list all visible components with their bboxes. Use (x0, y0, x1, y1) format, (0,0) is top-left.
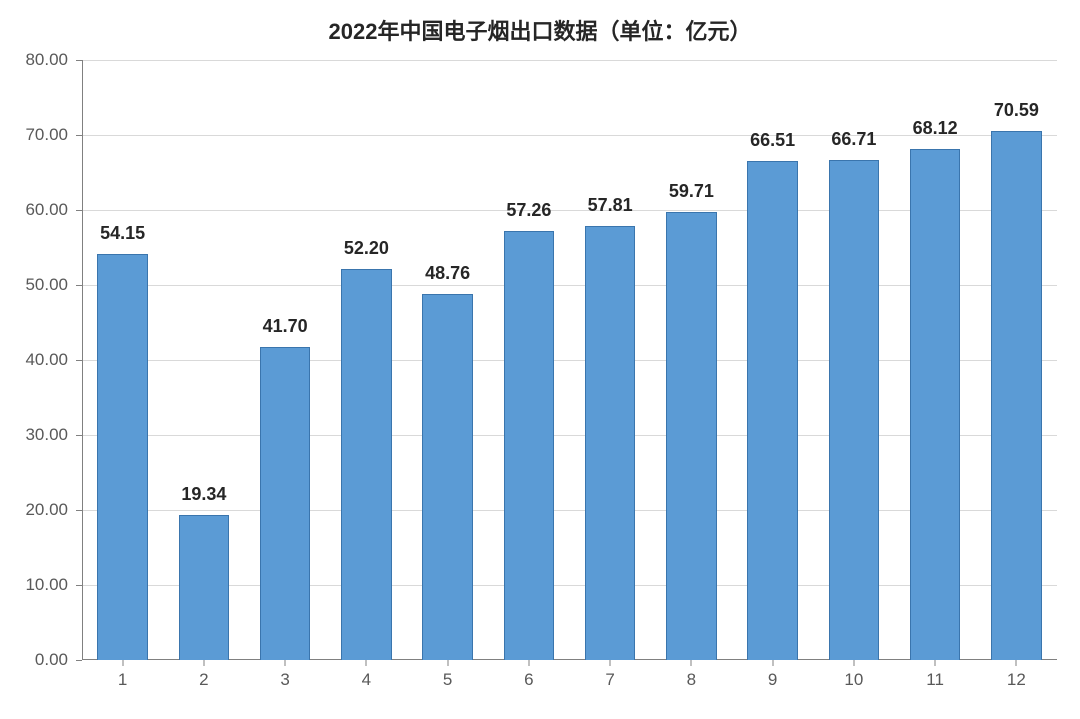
y-tick-label: 10.00 (25, 575, 68, 595)
bar-slot: 68.1211 (895, 60, 976, 660)
x-tick-label: 9 (768, 670, 777, 690)
x-tick-mark (203, 660, 204, 666)
bar-slot: 66.7110 (813, 60, 894, 660)
bar (260, 347, 310, 660)
bar-value-label: 57.81 (588, 195, 633, 216)
x-tick-label: 5 (443, 670, 452, 690)
bar-value-label: 70.59 (994, 100, 1039, 121)
bar-slot: 59.718 (651, 60, 732, 660)
y-tick-label: 50.00 (25, 275, 68, 295)
bar-slot: 19.342 (163, 60, 244, 660)
x-tick-mark (610, 660, 611, 666)
bar-slot: 41.703 (245, 60, 326, 660)
bar-value-label: 41.70 (263, 316, 308, 337)
y-tick-mark (76, 660, 82, 661)
bar (910, 149, 960, 660)
bar-slot: 57.266 (488, 60, 569, 660)
bar (179, 515, 229, 660)
bar-value-label: 48.76 (425, 263, 470, 284)
x-tick-label: 7 (605, 670, 614, 690)
y-tick-label: 60.00 (25, 200, 68, 220)
bar-slot: 70.5912 (976, 60, 1057, 660)
x-tick-label: 6 (524, 670, 533, 690)
x-tick-label: 12 (1007, 670, 1026, 690)
bar (829, 160, 879, 660)
bar-value-label: 52.20 (344, 238, 389, 259)
x-tick-mark (528, 660, 529, 666)
bar (504, 231, 554, 660)
y-tick-label: 40.00 (25, 350, 68, 370)
bar-value-label: 57.26 (506, 200, 551, 221)
y-tick-label: 70.00 (25, 125, 68, 145)
bar (585, 226, 635, 660)
x-tick-label: 11 (926, 670, 944, 690)
x-tick-mark (285, 660, 286, 666)
bar-value-label: 66.51 (750, 130, 795, 151)
x-tick-label: 3 (280, 670, 289, 690)
y-tick-label: 30.00 (25, 425, 68, 445)
plot-area: 0.0010.0020.0030.0040.0050.0060.0070.008… (82, 60, 1057, 660)
bar (341, 269, 391, 661)
bar-slot: 66.519 (732, 60, 813, 660)
bar-value-label: 54.15 (100, 223, 145, 244)
bars-layer: 54.15119.34241.70352.20448.76557.26657.8… (82, 60, 1057, 660)
x-tick-mark (1016, 660, 1017, 666)
x-tick-mark (772, 660, 773, 666)
bar (97, 254, 147, 660)
x-tick-label: 10 (844, 670, 863, 690)
x-tick-label: 1 (118, 670, 127, 690)
bar-value-label: 59.71 (669, 181, 714, 202)
bar (747, 161, 797, 660)
x-tick-mark (366, 660, 367, 666)
chart-title: 2022年中国电子烟出口数据（单位：亿元） (0, 14, 1080, 46)
y-tick-label: 20.00 (25, 500, 68, 520)
y-tick-label: 80.00 (25, 50, 68, 70)
chart-container: 2022年中国电子烟出口数据（单位：亿元） 0.0010.0020.0030.0… (0, 0, 1080, 719)
x-tick-mark (691, 660, 692, 666)
bar-value-label: 66.71 (831, 129, 876, 150)
x-tick-label: 8 (687, 670, 696, 690)
x-tick-mark (935, 660, 936, 666)
bar-slot: 48.765 (407, 60, 488, 660)
x-tick-mark (122, 660, 123, 666)
x-tick-label: 4 (362, 670, 371, 690)
bar-value-label: 68.12 (913, 118, 958, 139)
bar-slot: 57.817 (570, 60, 651, 660)
bar-value-label: 19.34 (181, 484, 226, 505)
x-tick-label: 2 (199, 670, 208, 690)
x-tick-mark (853, 660, 854, 666)
bar (991, 131, 1041, 660)
bar-slot: 54.151 (82, 60, 163, 660)
bar (666, 212, 716, 660)
x-tick-mark (447, 660, 448, 666)
bar-slot: 52.204 (326, 60, 407, 660)
y-tick-label: 0.00 (35, 650, 68, 670)
bar (422, 294, 472, 660)
